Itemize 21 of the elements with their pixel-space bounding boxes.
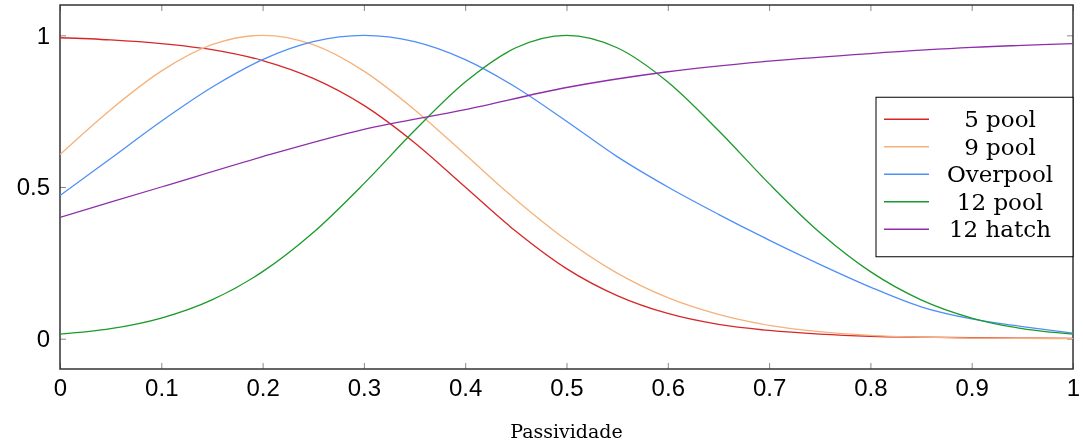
x-tick-label: 0 bbox=[53, 374, 68, 402]
legend-label: Overpool bbox=[946, 161, 1054, 188]
legend-label: 12 hatch bbox=[948, 216, 1052, 243]
x-tick-label: 0.2 bbox=[246, 374, 280, 402]
line-series bbox=[60, 42, 1073, 218]
y-tick-label: 0.5 bbox=[16, 173, 50, 201]
legend-label: 12 pool bbox=[956, 188, 1044, 215]
x-tick-label: 0.7 bbox=[752, 374, 787, 402]
x-tick-label: 0.6 bbox=[651, 374, 685, 402]
y-tick-label: 0 bbox=[36, 324, 50, 352]
x-axis-title: Passividade bbox=[510, 420, 623, 442]
x-tick-label: 1 bbox=[1066, 374, 1081, 402]
x-tick-label: 0.1 bbox=[145, 374, 179, 402]
x-tick-label: 0.3 bbox=[347, 374, 382, 402]
legend-label: 9 pool bbox=[964, 133, 1036, 160]
legend-label: 5 pool bbox=[964, 106, 1036, 133]
x-tick-label: 0.5 bbox=[550, 374, 584, 402]
y-tick-label: 1 bbox=[36, 21, 50, 49]
x-tick-label: 0.8 bbox=[854, 374, 888, 402]
x-tick-label: 0.4 bbox=[449, 374, 483, 402]
x-tick-label: 0.9 bbox=[955, 374, 989, 402]
